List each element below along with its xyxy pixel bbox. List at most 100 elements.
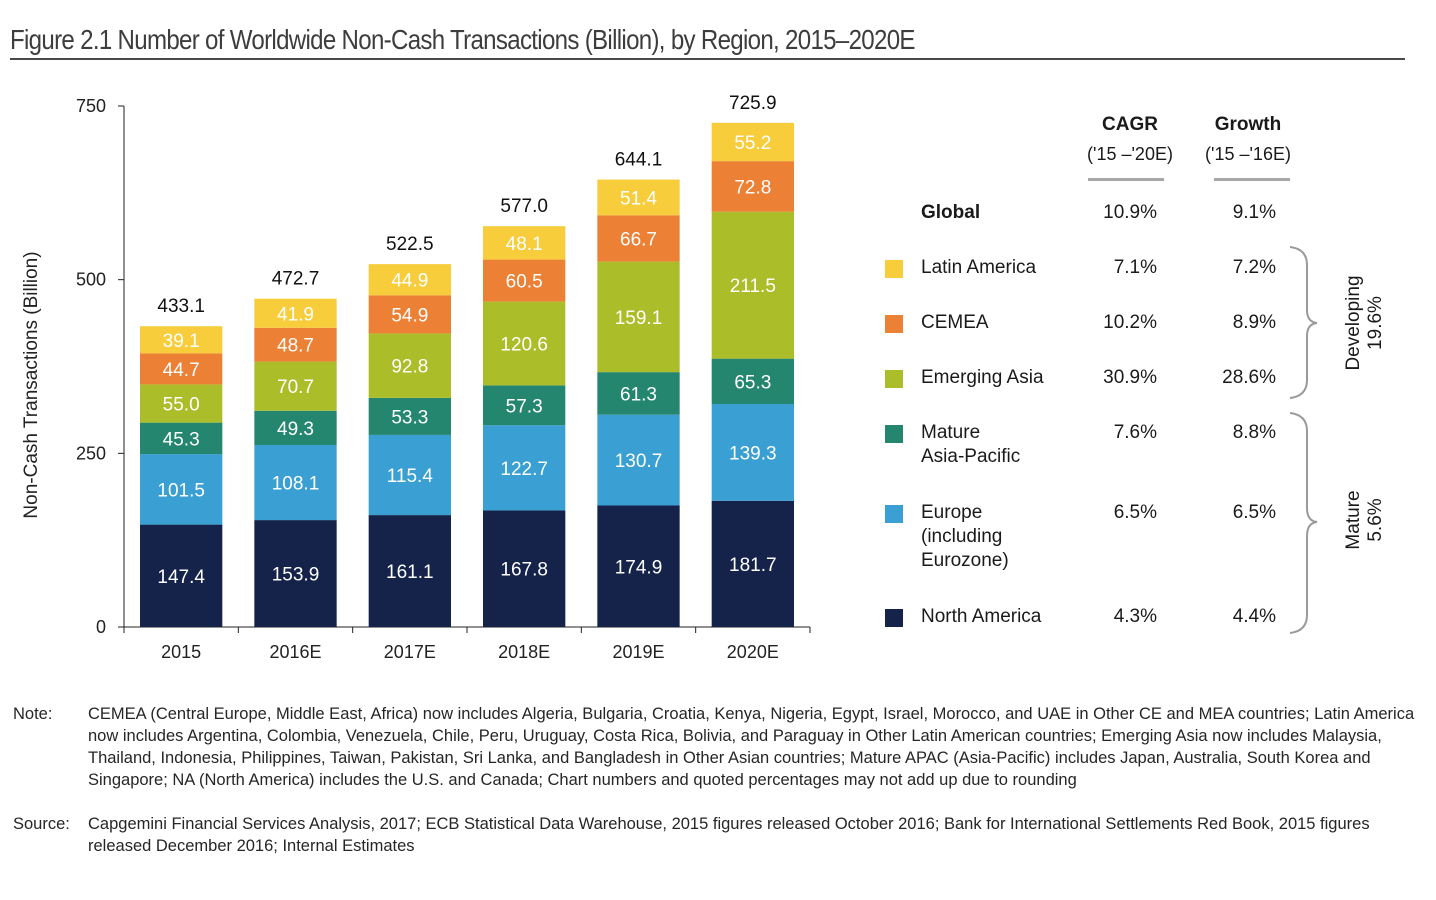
legend-name: Latin America <box>921 256 1036 280</box>
bar-segment <box>483 259 566 302</box>
legend-name: Mature Asia-Pacific <box>921 421 1020 469</box>
bar-segment-label: 101.5 <box>157 480 205 501</box>
x-axis: 2015 2016E 2017E 2018E 2019E 2020E <box>123 626 811 662</box>
bar-segment <box>483 425 566 511</box>
bar-segment-label: 61.3 <box>620 384 657 405</box>
legend-name-line: North America <box>921 606 1042 627</box>
stacked-bar-chart: 0 250 500 750 2015 2016E 2017E 2018E 2019E 2020E… <box>21 93 811 662</box>
x-tick-label: 2020E <box>727 642 779 662</box>
mature-group-value: 5.6% <box>1365 498 1386 542</box>
bar-segment-label: 174.9 <box>615 557 663 578</box>
legend-swatch-icon <box>885 370 903 388</box>
bar-total-label: 522.5 <box>386 234 434 255</box>
bar-total-label: 644.1 <box>615 150 663 171</box>
bar-segment-label: 57.3 <box>506 396 543 417</box>
title-divider <box>10 58 1405 60</box>
bar-segment <box>140 326 223 354</box>
growth-header-title: Growth <box>1214 114 1282 135</box>
bar-total-label: 433.1 <box>157 296 205 317</box>
legend-growth: 8.8% <box>1232 422 1276 443</box>
bar-segment <box>368 397 451 435</box>
bar-segment <box>483 226 566 260</box>
x-tick-label: 2017E <box>384 642 436 662</box>
legend-name-line: CEMEA <box>921 312 989 333</box>
growth-header-rule <box>1214 178 1290 181</box>
bar-segment <box>368 264 451 296</box>
legend-name: North America <box>921 605 1041 629</box>
cagr-header: CAGR ('15 –'20E) <box>1065 114 1195 165</box>
bar-segment <box>140 353 223 385</box>
bar-segment <box>597 215 680 262</box>
bar-total-label: 472.7 <box>272 269 320 290</box>
mature-brace <box>1289 412 1318 634</box>
legend-swatch-icon <box>885 609 903 627</box>
bar-segment <box>711 161 794 212</box>
legend-swatch-icon <box>885 315 903 333</box>
bar-segment <box>597 179 680 216</box>
bar-segment-label: 48.1 <box>506 234 543 255</box>
bar-segment-label: 53.3 <box>391 407 428 428</box>
bar-segment <box>711 358 794 405</box>
legend-growth: 6.5% <box>1232 502 1276 523</box>
legend-name-line: Mature <box>921 422 981 443</box>
bar-segment <box>597 414 680 506</box>
legend-name: Emerging Asia <box>921 366 1044 390</box>
bar-segment <box>368 434 451 516</box>
bar-segment-label: 60.5 <box>506 272 543 293</box>
legend-growth: 8.9% <box>1232 312 1276 333</box>
figure-notes: Note: CEMEA (Central Europe, Middle East… <box>13 703 1423 857</box>
bar-segment-label: 44.7 <box>163 360 200 381</box>
bar-segment <box>483 510 566 627</box>
bar-segment-label: 211.5 <box>730 276 776 297</box>
bar-segment <box>368 515 451 627</box>
bar-segment <box>254 327 337 362</box>
legend-cagr: 7.1% <box>1113 257 1157 278</box>
bar-segment <box>597 261 680 373</box>
bar-segment-label: 41.9 <box>277 304 314 325</box>
legend-name-line: Latin America <box>921 257 1037 278</box>
bar-segment <box>254 520 337 627</box>
bar-total-label: 577.0 <box>500 196 548 217</box>
bar-segment-label: 48.7 <box>277 336 314 357</box>
legend-growth: 4.4% <box>1232 606 1276 627</box>
bar-segment-label: 115.4 <box>387 466 434 487</box>
bar-segment-label: 167.8 <box>500 560 548 581</box>
bar-segment-label: 153.9 <box>272 565 320 586</box>
x-tick-label: 2016E <box>269 642 321 662</box>
source-text: Capgemini Financial Services Analysis, 2… <box>88 815 1370 855</box>
bar-segment <box>140 454 223 525</box>
legend-cagr: 30.9% <box>1103 367 1157 388</box>
bar-segment-label: 66.7 <box>620 229 657 250</box>
y-tick-label: 750 <box>76 96 106 116</box>
bar-segment-label: 108.1 <box>272 474 320 495</box>
source-label: Source: <box>13 815 70 833</box>
bar-segment <box>254 298 337 328</box>
bar-segment-label: 39.1 <box>163 331 200 352</box>
legend-name-line: (including <box>921 526 1003 547</box>
legend-cagr: 4.3% <box>1113 606 1157 627</box>
mature-group-name: Mature <box>1343 490 1364 550</box>
legend-swatch-icon <box>885 260 903 278</box>
bar-segment <box>483 385 566 426</box>
legend-name: CEMEA <box>921 311 989 335</box>
bar-segment-label: 181.7 <box>729 555 777 576</box>
bar-segment-label: 159.1 <box>615 308 663 329</box>
bar-segment-label: 55.2 <box>734 133 771 154</box>
growth-header: Growth ('15 –'16E) <box>1183 114 1313 165</box>
legend-cagr: 10.2% <box>1103 312 1157 333</box>
bar-segment <box>368 333 451 398</box>
bar-segment-label: 139.3 <box>729 443 777 464</box>
bar-segment <box>711 404 794 501</box>
legend-name-line: Asia-Pacific <box>921 446 1021 467</box>
legend-cagr: 10.9% <box>1103 202 1157 223</box>
mature-group-label: Mature 5.6% <box>1343 470 1387 570</box>
legend-swatch-icon <box>885 505 903 523</box>
legend-table: CAGR ('15 –'20E) Growth ('15 –'16E) Glob… <box>870 100 1410 660</box>
y-tick-label: 0 <box>96 617 106 637</box>
y-tick-label: 500 <box>76 270 106 290</box>
bar-total-label: 725.9 <box>729 93 777 114</box>
x-tick-label: 2019E <box>612 642 664 662</box>
figure-title: Figure 2.1 Number of Worldwide Non-Cash … <box>10 24 915 55</box>
bar-segment-label: 51.4 <box>620 188 657 209</box>
x-tick-label: 2018E <box>498 642 550 662</box>
